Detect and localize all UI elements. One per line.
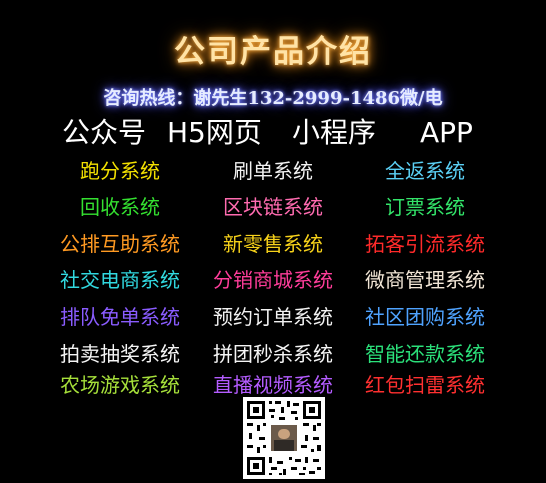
system-item: 刷单系统	[233, 159, 313, 183]
system-item: 社交电商系统	[60, 268, 180, 292]
system-item: 公排互助系统	[60, 232, 180, 256]
system-row: 农场游戏系统 直播视频系统 红包扫雷系统	[0, 371, 546, 401]
system-item: 红包扫雷系统	[365, 373, 485, 397]
system-row: 回收系统 区块链系统 订票系统	[0, 193, 546, 223]
system-item: 排队免单系统	[60, 305, 180, 329]
system-row: 社交电商系统 分销商城系统 微商管理系统	[0, 266, 546, 296]
system-item: 拼团秒杀系统	[213, 342, 333, 366]
system-item: 拓客引流系统	[365, 232, 485, 256]
system-item: 直播视频系统	[213, 373, 333, 397]
system-row: 公排互助系统 新零售系统 拓客引流系统	[0, 230, 546, 260]
product-h5-page: H5网页	[167, 116, 262, 149]
page-title: 公司产品介绍	[174, 34, 372, 70]
system-item: 微商管理系统	[365, 268, 485, 292]
system-item: 回收系统	[80, 195, 160, 219]
system-item: 农场游戏系统	[60, 373, 180, 397]
system-item: 智能还款系统	[365, 342, 485, 366]
system-item: 拍卖抽奖系统	[60, 342, 180, 366]
system-item: 预约订单系统	[213, 305, 333, 329]
product-app: APP	[420, 116, 473, 149]
system-item: 新零售系统	[223, 232, 323, 256]
system-row: 排队免单系统 预约订单系统 社区团购系统	[0, 303, 546, 333]
system-item: 订票系统	[385, 195, 465, 219]
hotline-text: 咨询热线：谢先生132-2999-1486微/电	[103, 88, 443, 109]
product-official-account: 公众号	[62, 116, 147, 149]
system-row: 拍卖抽奖系统 拼团秒杀系统 智能还款系统	[0, 340, 546, 370]
system-item: 全返系统	[385, 159, 465, 183]
system-row: 跑分系统 刷单系统 全返系统	[0, 157, 546, 187]
qr-code-image	[243, 397, 325, 479]
system-item: 社区团购系统	[365, 305, 485, 329]
qr-code	[243, 397, 325, 479]
system-item: 跑分系统	[80, 159, 160, 183]
system-item: 区块链系统	[223, 195, 323, 219]
system-item: 分销商城系统	[213, 268, 333, 292]
product-mini-program: 小程序	[292, 116, 377, 149]
